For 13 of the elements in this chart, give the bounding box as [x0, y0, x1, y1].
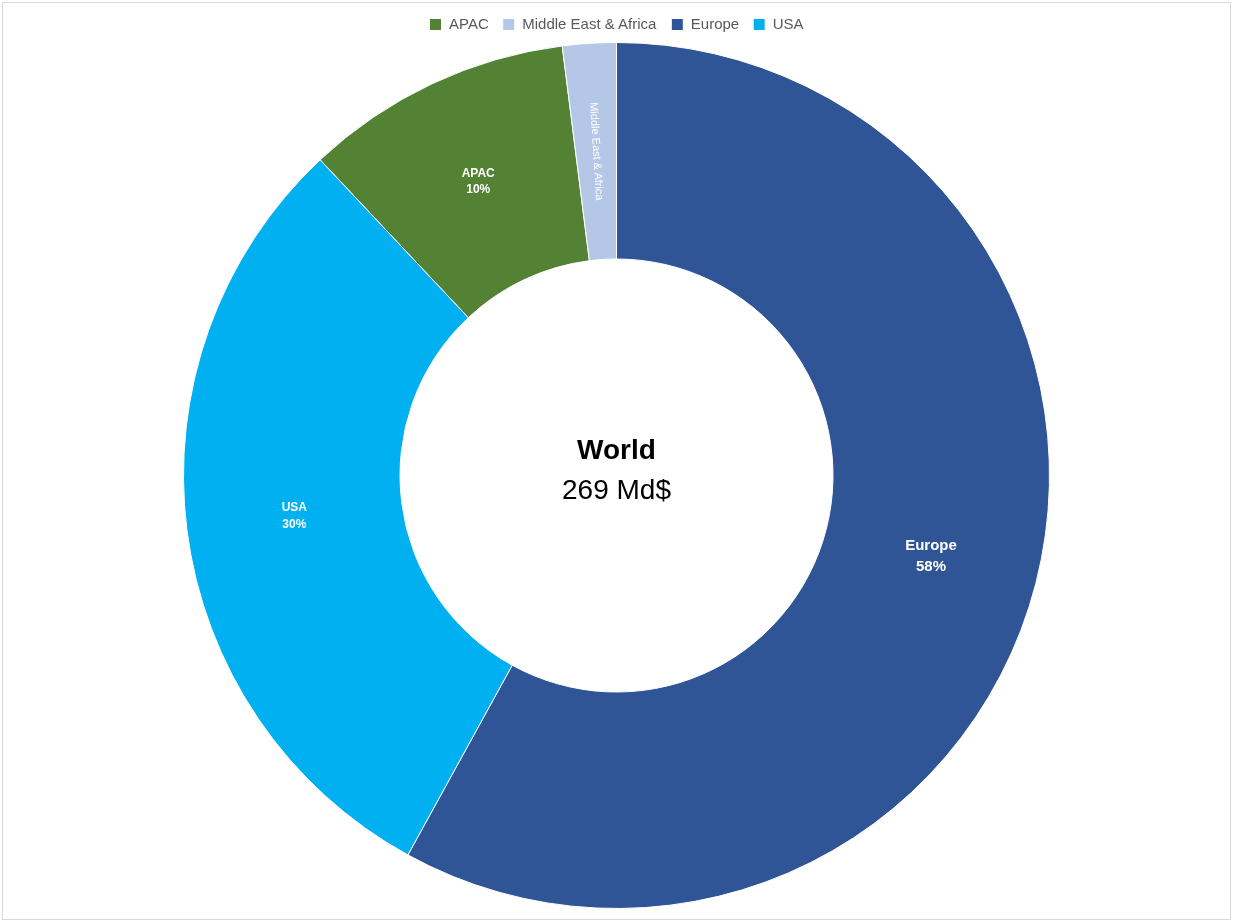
legend-label: APAC: [449, 14, 489, 32]
data-label: 58%: [916, 556, 947, 574]
data-label: 30%: [282, 516, 307, 531]
legend-label: Europe: [690, 14, 740, 32]
slice-label: USA: [281, 500, 308, 515]
legend-label: USA: [772, 14, 804, 32]
slice-label: Europe: [905, 535, 957, 553]
slice-label: Middle East & Africa: [588, 101, 607, 202]
text: 269 Md$: [562, 474, 672, 506]
data-label: 10%: [466, 182, 491, 197]
legend-label: Middle East & Africa: [522, 14, 658, 32]
text: World: [577, 434, 656, 466]
slice-label: APAC: [461, 165, 496, 180]
